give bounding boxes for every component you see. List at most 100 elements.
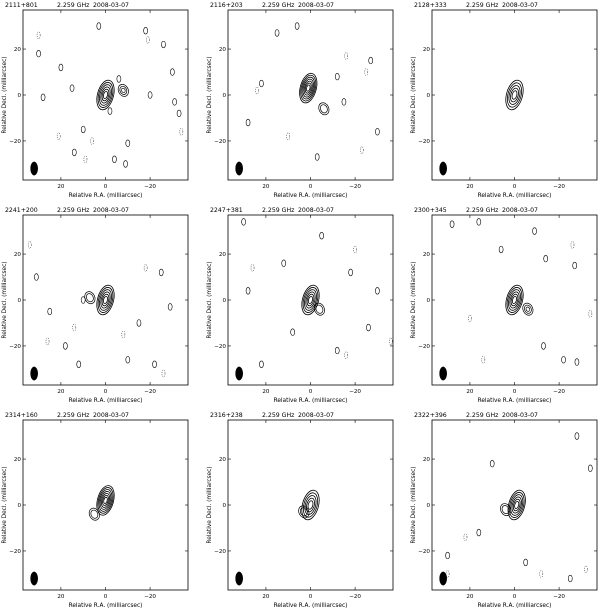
negative-noise-contour (27, 241, 32, 249)
y-tick-label: −20 (9, 139, 21, 145)
restoring-beam (439, 161, 447, 176)
noise-contour (34, 273, 39, 281)
x-tick-label: 0 (309, 184, 313, 190)
y-tick-label: −20 (418, 549, 430, 555)
core-contour (505, 284, 524, 316)
core-contour (102, 494, 109, 506)
negative-noise-contour (83, 155, 88, 164)
core-contour (510, 494, 524, 516)
y-tick-label: −20 (214, 344, 226, 350)
y-tick-label: 0 (17, 503, 21, 509)
y-tick-label: 20 (423, 457, 431, 463)
negative-noise-contour (463, 533, 468, 541)
frequency-label: 2.259 GHz (466, 2, 498, 9)
noise-contour (574, 432, 580, 440)
noise-contour (71, 148, 77, 157)
y-tick-label: −20 (214, 549, 226, 555)
source-name: 2314+160 (5, 412, 38, 419)
noise-contour (96, 22, 102, 30)
x-tick-label: 20 (262, 594, 270, 600)
noise-contour (63, 342, 68, 350)
negative-noise-contour (72, 323, 77, 332)
core-contour (302, 492, 319, 518)
noise-contour (241, 218, 246, 226)
core-contour (306, 497, 315, 513)
date-label: 2008-03-07 (298, 207, 334, 214)
jet-contour (315, 304, 324, 314)
core-contour (301, 489, 320, 521)
y-tick-label: 20 (219, 47, 227, 53)
x-tick-label: −20 (144, 184, 156, 190)
contour-area (30, 22, 184, 176)
core-contour (100, 86, 111, 104)
x-tick-label: 0 (104, 184, 108, 190)
negative-noise-contour (179, 127, 184, 136)
jet-contour (121, 87, 126, 93)
y-axis-label: Relative Decl. (milliarcsec) (2, 466, 8, 543)
core-contour (301, 284, 320, 316)
y-tick-label: 0 (426, 503, 430, 509)
negative-noise-contour (570, 241, 575, 249)
source-name: 2300+345 (414, 207, 447, 214)
x-tick-label: −20 (553, 184, 565, 190)
x-axis-label: Relative R.A. (milliarcsec) (69, 193, 143, 199)
jet-contour (524, 304, 532, 314)
noise-contour (541, 342, 546, 350)
core-contour (97, 82, 114, 108)
frequency-label: 2.259 GHz (57, 207, 89, 214)
noise-contour (176, 109, 182, 118)
contour-area (439, 432, 593, 586)
negative-noise-contour (146, 36, 150, 44)
frequency-label: 2.259 GHz (262, 412, 294, 419)
noise-contour (476, 218, 482, 226)
core-contour (511, 496, 522, 514)
x-tick-label: 0 (513, 594, 517, 600)
y-tick-label: 0 (222, 503, 226, 509)
core-contour (514, 501, 520, 509)
core-contour (302, 287, 319, 313)
noise-contour (245, 287, 251, 295)
noise-contour (259, 79, 264, 88)
noise-contour (375, 128, 380, 136)
jet-contour (500, 503, 512, 516)
core-contour (511, 90, 518, 100)
noise-contour (561, 356, 566, 364)
noise-contour (314, 153, 320, 161)
jet-contour (522, 302, 534, 316)
x-tick-label: 20 (262, 184, 270, 190)
core-contour (99, 491, 112, 510)
restoring-beam (30, 571, 38, 586)
core-contour (511, 296, 518, 304)
core-contour (506, 82, 523, 108)
jet-contour (119, 85, 128, 95)
noise-contour (334, 72, 340, 81)
negative-noise-contour (56, 132, 61, 141)
noise-contour (449, 220, 455, 228)
y-tick-label: −20 (214, 139, 226, 145)
core-contour (509, 291, 520, 309)
source-name: 2322+396 (414, 412, 447, 419)
frequency-label: 2.259 GHz (57, 2, 89, 9)
noise-contour (170, 68, 175, 76)
negative-noise-contour (588, 309, 593, 318)
plot-frame (22, 9, 189, 181)
core-contour (299, 72, 318, 104)
frequency-label: 2.259 GHz (262, 207, 294, 214)
x-tick-label: 20 (262, 389, 270, 395)
negative-noise-contour (364, 68, 369, 76)
core-contour (512, 498, 521, 512)
source-name: 2241+200 (5, 207, 38, 214)
y-axis-label: Relative Decl. (milliarcsec) (207, 466, 213, 543)
plot-frame (431, 9, 598, 181)
y-axis-label: Relative Decl. (milliarcsec) (2, 261, 8, 338)
core-contour (510, 87, 519, 103)
negative-noise-contour (584, 565, 588, 574)
core-contour (98, 489, 113, 512)
jet-contour (318, 102, 330, 116)
core-contour (508, 289, 521, 311)
jet-contour (90, 509, 99, 519)
noise-contour (40, 93, 46, 101)
negative-noise-contour (121, 330, 126, 339)
